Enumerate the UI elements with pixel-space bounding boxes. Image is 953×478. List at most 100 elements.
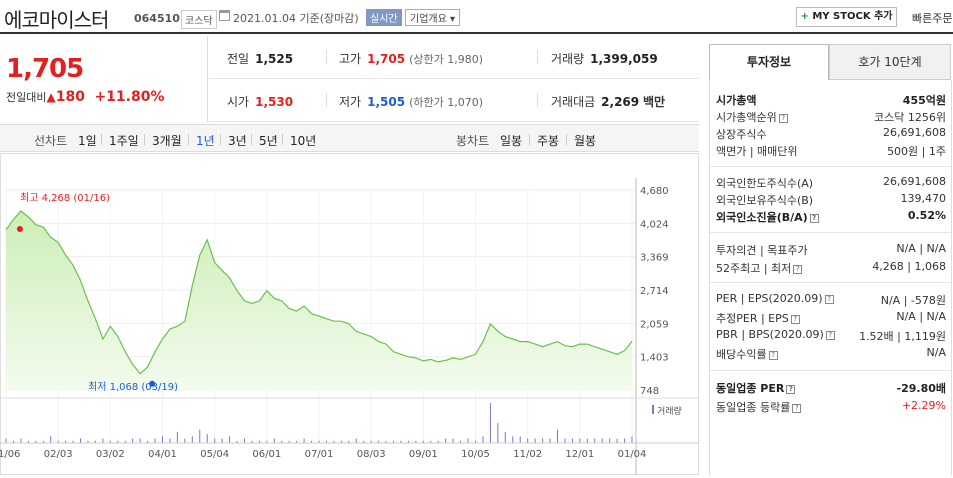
info-value: 26,691,608 [883, 126, 946, 139]
help-icon[interactable]: ? [792, 404, 802, 413]
price-area [6, 211, 632, 390]
help-icon[interactable]: ? [824, 295, 834, 304]
info-row: 동일업종 등락률? +2.29% [716, 399, 946, 416]
info-value: 455억원 [902, 94, 946, 107]
line-chart-label: 선차트 [34, 134, 68, 148]
info-row: 상장주식수 26,691,608 [716, 126, 946, 143]
info-value: N/A [926, 346, 946, 359]
tab-hoga[interactable]: 호가 10단계 [829, 44, 951, 80]
price-change: 전일대비▲180 +11.80% [6, 89, 165, 105]
plus-icon: + [800, 11, 809, 22]
high-label: 최고 4,268 (01/16) [20, 192, 110, 204]
info-key: 동일업종 PER? [716, 380, 796, 396]
open-price: 시가 1,530 [227, 95, 294, 109]
low-marker [149, 380, 156, 387]
help-icon[interactable]: ? [768, 351, 778, 360]
tab-3m[interactable]: 3개월 [152, 134, 182, 148]
info-row: 투자의견 | 목표주가 N/A | N/A [716, 242, 946, 259]
help-icon[interactable]: ? [778, 114, 788, 123]
quick-order-link[interactable]: 빠른주문 [912, 12, 953, 25]
info-key: 52주최고 | 최저? [716, 260, 803, 276]
price-chart-svg: 4,680 4,024 3,369 2,714 2,059 1,403 748 01/06 02… [0, 153, 699, 475]
tab-1w[interactable]: 1주일 [109, 134, 139, 148]
help-icon[interactable]: ? [793, 265, 803, 274]
tab-daily[interactable]: 일봉 [500, 134, 523, 148]
x-tick-label: 03/02 [96, 449, 125, 460]
help-icon[interactable]: ? [786, 385, 796, 394]
tab-weekly[interactable]: 주봉 [537, 134, 560, 148]
x-tick-label: 06/01 [252, 449, 281, 460]
info-row: 동일업종 PER? -29.80배 [716, 380, 946, 397]
info-key: 외국인보유주식수(B) [716, 194, 814, 207]
info-value: N/A | -578원 [880, 294, 946, 307]
info-key: 동일업종 등락률? [716, 399, 802, 415]
info-key: 시가총액순위? [716, 109, 788, 125]
stats-row-1: 전일 1,525 고가 1,705 (상한가 1,980) 거래량 1,399,059 [209, 36, 699, 79]
tab-1y[interactable]: 1년 [196, 134, 215, 148]
info-key: 액면가 | 매매단위 [716, 145, 798, 158]
info-key: 투자의견 | 목표주가 [716, 244, 808, 257]
change-label: 전일대비 [6, 91, 47, 104]
mystock-label: MY STOCK 추가 [812, 11, 893, 22]
info-key: 배당수익률? [716, 346, 778, 362]
info-value: 26,691,608 [883, 175, 946, 188]
x-tick-label: 12/01 [565, 449, 594, 460]
candle-chart-label: 봉차트 [456, 134, 490, 148]
stats-row-2: 시가 1,530 저가 1,505 (하한가 1,070) 거래대금 2,269 백만 [209, 79, 699, 122]
tab-10y[interactable]: 10년 [290, 134, 317, 148]
x-tick-label: 11/02 [513, 449, 542, 460]
help-icon[interactable]: ? [809, 214, 819, 223]
info-row: PBR | BPS(2020.09)? 1.52배 | 1,119원 [716, 328, 946, 345]
stock-name: 에코마이스터 [4, 8, 109, 32]
info-key: 시가총액 [716, 94, 757, 107]
x-tick-label: 01/04 [618, 449, 647, 460]
company-info-dropdown[interactable]: 기업개요 ▾ [405, 9, 460, 26]
price-line [5, 210, 633, 375]
calendar-icon [219, 10, 230, 21]
y-tick-label: 1,403 [640, 353, 669, 364]
info-row: 추정PER | EPS? N/A | N/A [716, 310, 946, 327]
info-row: 배당수익률? N/A [716, 346, 946, 363]
tab-1d[interactable]: 1일 [78, 134, 97, 148]
info-key: 추정PER | EPS? [716, 310, 800, 326]
mystock-add-button[interactable]: + MY STOCK 추가 [796, 7, 897, 27]
x-tick-label: 07/01 [305, 449, 334, 460]
tab-monthly[interactable]: 월봉 [574, 134, 597, 148]
tab-3y[interactable]: 3년 [228, 134, 247, 148]
current-price: 1,705 [6, 54, 84, 84]
info-key: 외국인한도주식수(A) [716, 177, 814, 190]
change-percent: +11.80% [94, 89, 165, 105]
info-key: 상장주식수 [716, 128, 767, 141]
help-icon[interactable]: ? [825, 331, 835, 340]
realtime-button[interactable]: 실시간 [366, 9, 402, 26]
y-tick-label: 3,369 [640, 253, 669, 264]
info-row: 외국인소진율(B/A)? 0.52% [716, 209, 946, 226]
info-row: 52주최고 | 최저? 4,268 | 1,068 [716, 260, 946, 277]
info-row: 시가총액순위? 코스닥 1256위 [716, 109, 946, 126]
high-price: 고가 1,705 (상한가 1,980) [339, 52, 483, 66]
price-chart[interactable]: 4,680 4,024 3,369 2,714 2,059 1,403 748 01/06 02… [0, 153, 699, 475]
tab-5y[interactable]: 5년 [259, 134, 278, 148]
info-value: 500원 | 1주 [887, 145, 946, 158]
volume: 거래량 1,399,059 [551, 52, 658, 66]
info-value: 0.52% [907, 209, 946, 222]
help-icon[interactable]: ? [790, 315, 800, 324]
x-tick-label: 02/03 [44, 449, 73, 460]
x-tick-label: 08/03 [357, 449, 386, 460]
info-row: PER | EPS(2020.09)? N/A | -578원 [716, 292, 946, 309]
tab-invest-info[interactable]: 투자정보 [709, 44, 829, 80]
price-box: 1,705 전일대비▲180 +11.80% [0, 36, 208, 122]
change-value: 180 [55, 89, 85, 105]
info-value: 코스닥 1256위 [874, 111, 946, 124]
info-value: -29.80배 [896, 382, 946, 395]
info-value: N/A | N/A [896, 242, 946, 255]
high-marker [16, 225, 23, 232]
info-row: 외국인보유주식수(B) 139,470 [716, 192, 946, 209]
x-tick-label: 05/04 [200, 449, 229, 460]
y-tick-label: 4,680 [640, 186, 669, 197]
info-row: 외국인한도주식수(A) 26,691,608 [716, 175, 946, 192]
chart-period-tabs: 선차트 1일 1주일 3개월 1년 3년 5년 10년 봉차트 일봉 주봉 월봉 [0, 124, 699, 152]
info-row: 시가총액 455억원 [716, 92, 946, 109]
market-badge: 코스닥 [181, 10, 217, 29]
